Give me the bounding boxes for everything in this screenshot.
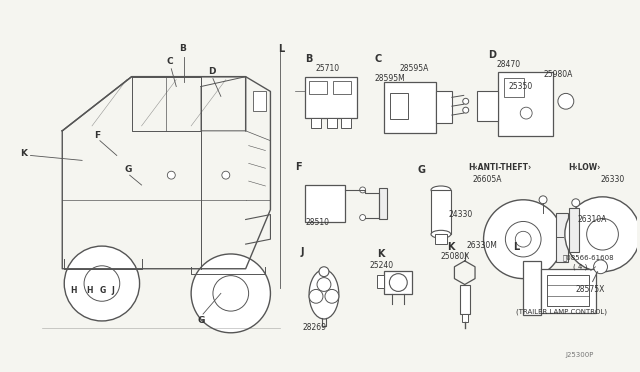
Circle shape (319, 267, 329, 277)
Text: C: C (374, 54, 382, 64)
Circle shape (325, 289, 339, 303)
Bar (541, 269, 596, 313)
Text: 26605A: 26605A (473, 175, 502, 184)
Text: 28595M: 28595M (374, 74, 405, 83)
Circle shape (558, 93, 574, 109)
Bar (309, 81, 327, 94)
Circle shape (213, 276, 248, 311)
Circle shape (222, 171, 230, 179)
Bar (341, 118, 351, 128)
Bar (253, 92, 266, 111)
Text: 25080X: 25080X (441, 252, 470, 261)
Circle shape (84, 266, 120, 301)
Bar (431, 190, 451, 234)
Text: D: D (488, 50, 497, 60)
Text: K: K (378, 249, 385, 259)
Circle shape (539, 196, 547, 204)
Text: 24330: 24330 (449, 210, 473, 219)
Circle shape (309, 289, 323, 303)
Text: 25240: 25240 (369, 261, 394, 270)
Bar (435, 234, 447, 244)
Bar (390, 93, 408, 119)
Text: H‹LOW›: H‹LOW› (568, 163, 600, 172)
Bar (461, 314, 468, 322)
Text: L: L (513, 242, 520, 252)
Bar (547, 275, 589, 306)
Circle shape (587, 218, 618, 250)
Text: G: G (100, 286, 106, 295)
Bar (556, 212, 568, 262)
Text: K: K (20, 148, 28, 158)
Bar (504, 78, 524, 97)
Bar (460, 285, 470, 314)
Bar (385, 81, 436, 133)
Bar (524, 261, 541, 315)
Bar (327, 118, 337, 128)
Circle shape (484, 200, 563, 279)
Bar (385, 271, 412, 294)
Circle shape (515, 231, 531, 247)
Circle shape (594, 260, 607, 274)
Ellipse shape (309, 270, 339, 319)
Circle shape (360, 187, 365, 193)
Circle shape (520, 107, 532, 119)
Text: B: B (305, 54, 312, 64)
Text: H: H (70, 286, 77, 295)
Text: F: F (295, 162, 302, 172)
Text: 26310A: 26310A (578, 215, 607, 224)
Bar (499, 72, 553, 136)
Text: B: B (179, 44, 186, 53)
Circle shape (463, 98, 468, 104)
Bar (569, 208, 579, 252)
Text: ( 4 ): ( 4 ) (573, 264, 587, 270)
Text: 28595A: 28595A (399, 64, 429, 73)
Text: G: G (125, 165, 132, 174)
Circle shape (506, 221, 541, 257)
Text: G: G (197, 316, 204, 325)
Text: 26330M: 26330M (467, 241, 497, 250)
Bar (477, 92, 499, 121)
Circle shape (587, 280, 595, 288)
Bar (333, 81, 351, 94)
Bar (305, 77, 356, 118)
Circle shape (360, 215, 365, 221)
Circle shape (572, 199, 580, 207)
Circle shape (317, 278, 331, 291)
Text: C: C (166, 57, 173, 66)
Text: H: H (86, 286, 93, 295)
Text: Ⓝ08566-61608: Ⓝ08566-61608 (563, 254, 614, 260)
Text: 26330: 26330 (600, 175, 625, 184)
Text: 25350: 25350 (508, 81, 532, 91)
Circle shape (191, 254, 271, 333)
Circle shape (463, 107, 468, 113)
Text: F: F (94, 131, 100, 140)
Bar (311, 118, 321, 128)
Text: 25980A: 25980A (543, 70, 572, 79)
Text: D: D (208, 67, 216, 76)
Circle shape (565, 197, 640, 272)
Ellipse shape (431, 230, 451, 238)
Bar (305, 185, 345, 222)
Text: L: L (278, 44, 285, 54)
Text: (TRAILER LAMP CONTROL): (TRAILER LAMP CONTROL) (516, 308, 607, 315)
Circle shape (167, 171, 175, 179)
Text: 28470: 28470 (497, 60, 520, 69)
Text: 28510: 28510 (305, 218, 329, 227)
Text: K: K (447, 242, 454, 252)
Bar (436, 92, 452, 123)
Text: J25300P: J25300P (566, 353, 594, 359)
Circle shape (64, 246, 140, 321)
Bar (376, 275, 385, 288)
Text: 28575X: 28575X (576, 285, 605, 294)
Text: J: J (300, 247, 303, 257)
Bar (380, 188, 387, 219)
Text: G: G (417, 165, 425, 175)
Text: 25710: 25710 (315, 64, 339, 73)
Text: H‹ANTI-THEFT›: H‹ANTI-THEFT› (468, 163, 532, 172)
Text: 28269: 28269 (302, 323, 326, 332)
Circle shape (389, 274, 407, 291)
Ellipse shape (431, 186, 451, 194)
Text: J: J (112, 286, 115, 295)
